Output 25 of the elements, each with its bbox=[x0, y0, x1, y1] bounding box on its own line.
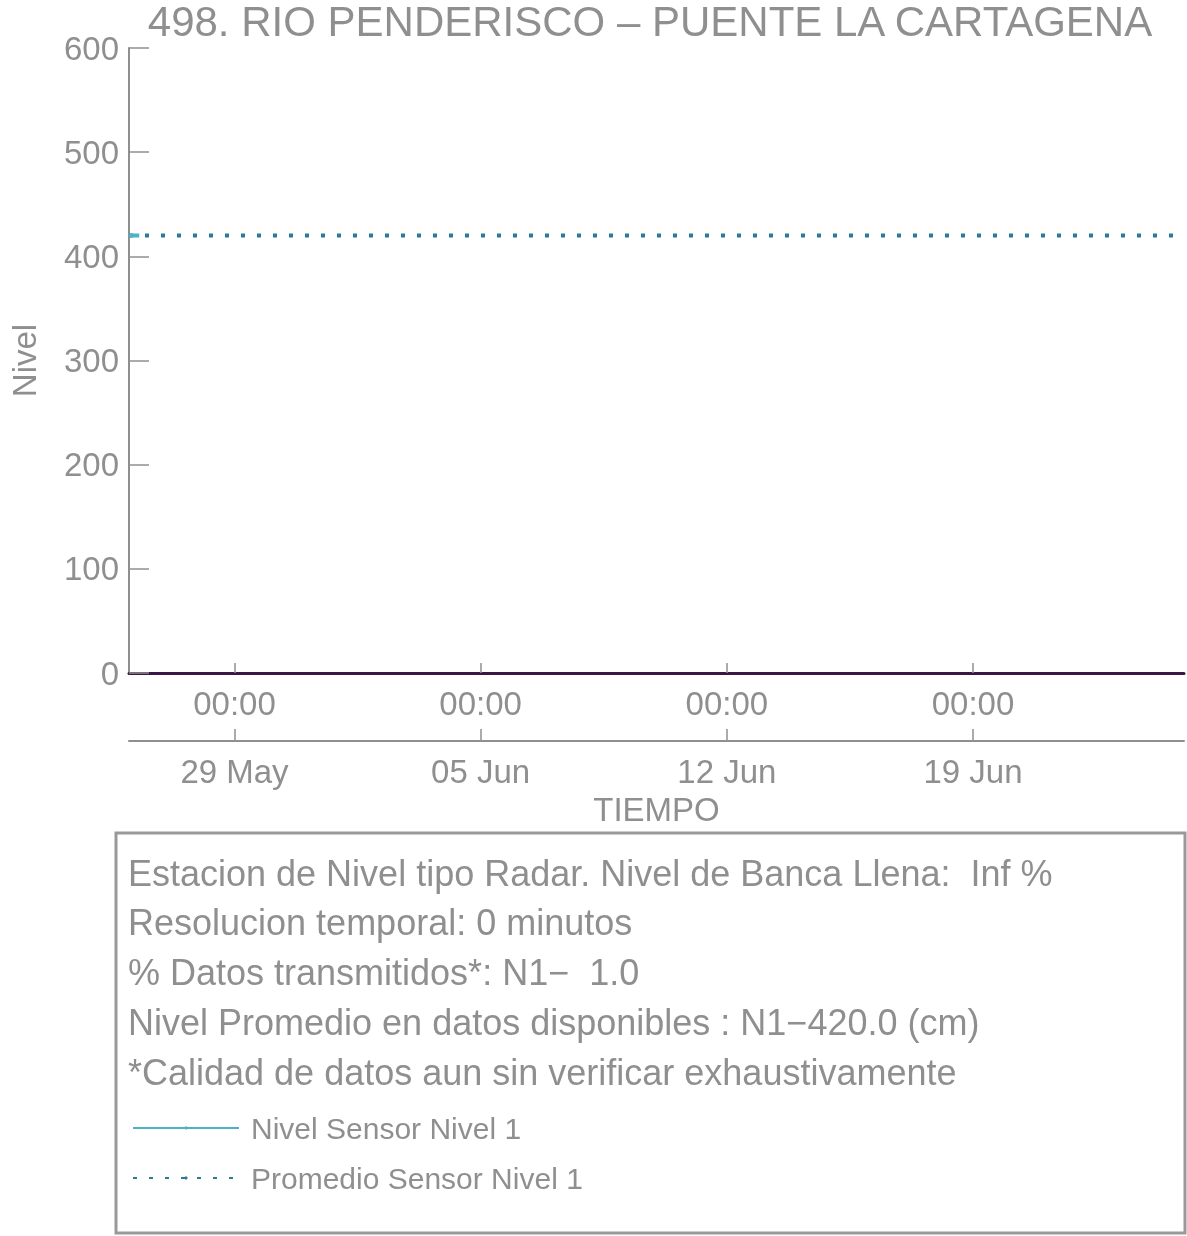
legend-label: Nivel Sensor Nivel 1 bbox=[251, 1111, 522, 1145]
y-tick-label: 600 bbox=[63, 29, 119, 67]
x-tick-label: 00:00 bbox=[193, 685, 276, 722]
text: *Calidad de datos aun sin verificar exhaustivamente bbox=[128, 1051, 957, 1093]
legend-label: Promedio Sensor Nivel 1 bbox=[251, 1161, 583, 1195]
y-tick-label: 300 bbox=[63, 342, 119, 379]
y-tick-label: 100 bbox=[63, 550, 119, 588]
x2-tick-label: 05 Jun bbox=[431, 753, 531, 790]
text: Nivel Promedio en datos disponibles : N1−420.0 (cm) bbox=[128, 1001, 980, 1043]
x2-tick-label: 19 Jun bbox=[923, 753, 1023, 790]
text: % Datos transmitidos*: N1− 1.0 bbox=[128, 952, 640, 993]
x2-tick-label: 12 Jun bbox=[677, 753, 777, 790]
x-tick-label: 00:00 bbox=[439, 685, 522, 722]
text: Resolucion temporal: 0 minutos bbox=[128, 902, 633, 944]
text: Estacion de Nivel tipo Radar. Nivel de Banca Llena: Inf % bbox=[128, 852, 1053, 894]
y-tick-label: 200 bbox=[63, 446, 119, 484]
x-tick-label: 00:00 bbox=[685, 685, 769, 722]
y-tick-label: 400 bbox=[63, 237, 119, 275]
x2-tick-label: 29 May bbox=[180, 753, 290, 790]
chart-title: 498. RIO PENDERISCO – PUENTE LA CARTAGENA bbox=[147, 0, 1153, 45]
y-tick-label: 500 bbox=[63, 133, 119, 171]
y-axis-title: Nivel bbox=[6, 323, 43, 398]
x-tick-label: 00:00 bbox=[931, 685, 1015, 722]
y-tick-label: 0 bbox=[100, 654, 119, 692]
x-axis-title: TIEMPO bbox=[593, 790, 720, 828]
